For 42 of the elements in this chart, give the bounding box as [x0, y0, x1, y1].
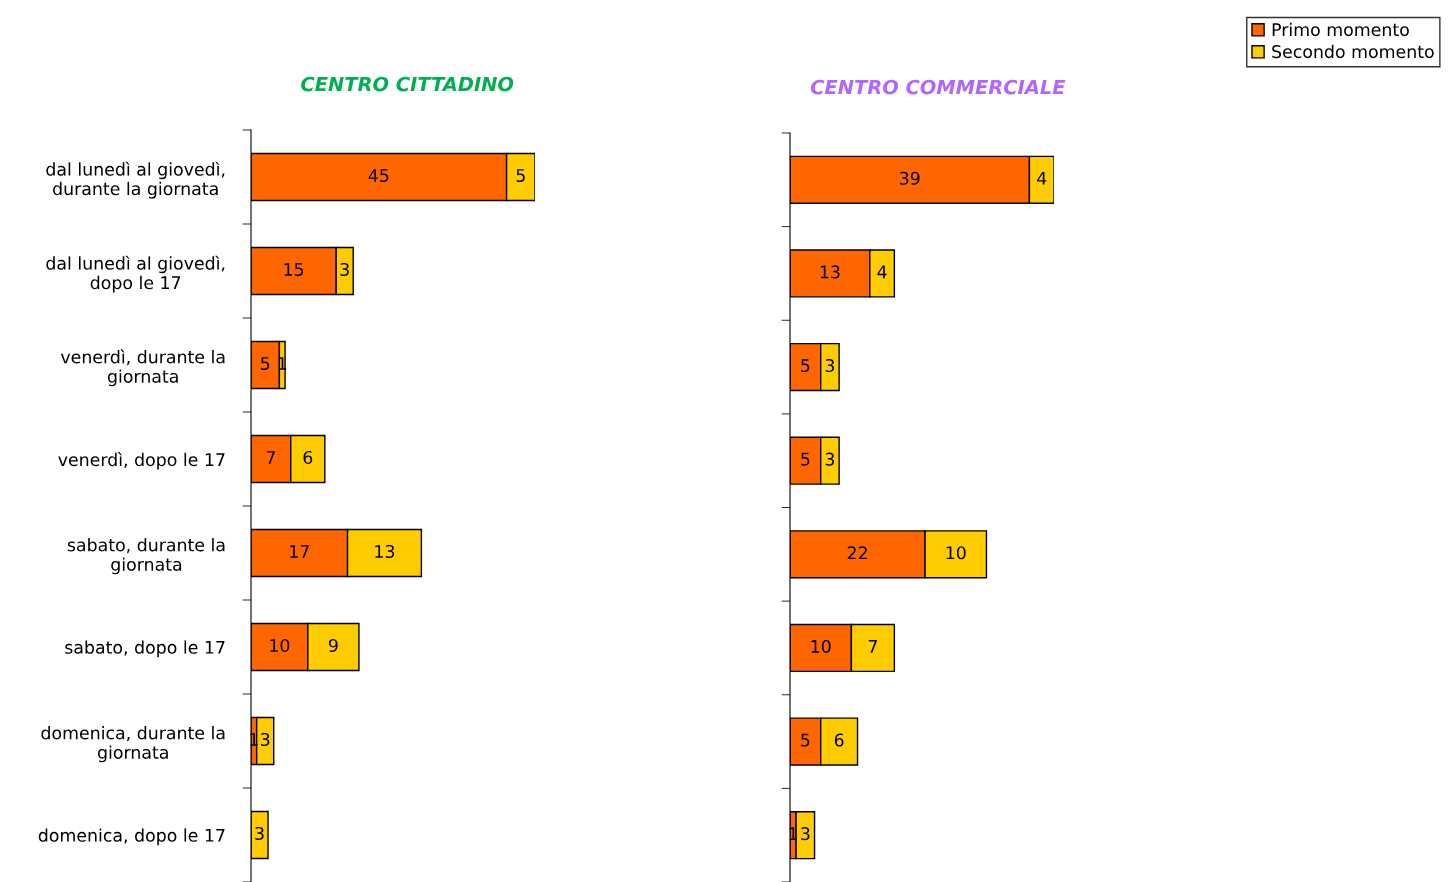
data-label: 3 [825, 358, 835, 373]
data-label: 39 [900, 171, 920, 185]
data-label: 13 [375, 544, 395, 559]
data-label: 10 [811, 639, 831, 653]
data-label: 9 [328, 638, 338, 653]
y-tick-label: domenica, dopo le 17 [38, 828, 225, 846]
data-label: 5 [801, 359, 810, 373]
y-tick-label: dal lunedì al giovedì, dopo le 17 [46, 255, 225, 293]
data-label: 3 [340, 262, 349, 277]
data-label: 3 [261, 732, 270, 747]
y-tick-label: domenica, durante la giornata [41, 726, 225, 763]
data-label: 6 [303, 450, 313, 465]
data-label: 4 [1037, 171, 1047, 185]
data-label: 5 [516, 169, 525, 183]
data-label: 17 [290, 545, 309, 558]
data-label: 10 [270, 638, 290, 653]
y-tick-label: dal lunedì al giovedì, durante la giornata [46, 161, 225, 199]
data-label: 3 [801, 827, 810, 841]
data-label: 3 [255, 826, 264, 841]
data-label: 1 [789, 827, 797, 840]
legend-label: Primo momento [1272, 22, 1409, 37]
y-tick-label: venerdì, durante la giornata [60, 349, 225, 387]
data-label: 4 [877, 265, 887, 279]
bar [795, 811, 816, 860]
y-tick-label: sabato, dopo le 17 [65, 640, 225, 658]
data-label: 5 [261, 357, 270, 371]
y-tick-label: sabato, durante la giornata [67, 538, 225, 575]
chart-title: CENTRO CITTADINO [301, 76, 514, 92]
chart-title: CENTRO COMMERCIALE [810, 79, 1066, 95]
data-label: 6 [834, 733, 844, 747]
data-label: 10 [946, 546, 966, 560]
data-label: 22 [847, 546, 867, 560]
data-label: 3 [825, 452, 835, 466]
data-label: 5 [801, 733, 810, 747]
data-label: 7 [868, 640, 877, 653]
data-label: 5 [801, 452, 810, 466]
data-label: 45 [368, 169, 389, 183]
y-tick-label: venerdì, dopo le 17 [58, 452, 225, 470]
legend-label: Secondo momento [1272, 44, 1434, 59]
data-label: 15 [284, 263, 304, 277]
data-label: 7 [266, 451, 275, 464]
data-label: 13 [820, 265, 840, 279]
